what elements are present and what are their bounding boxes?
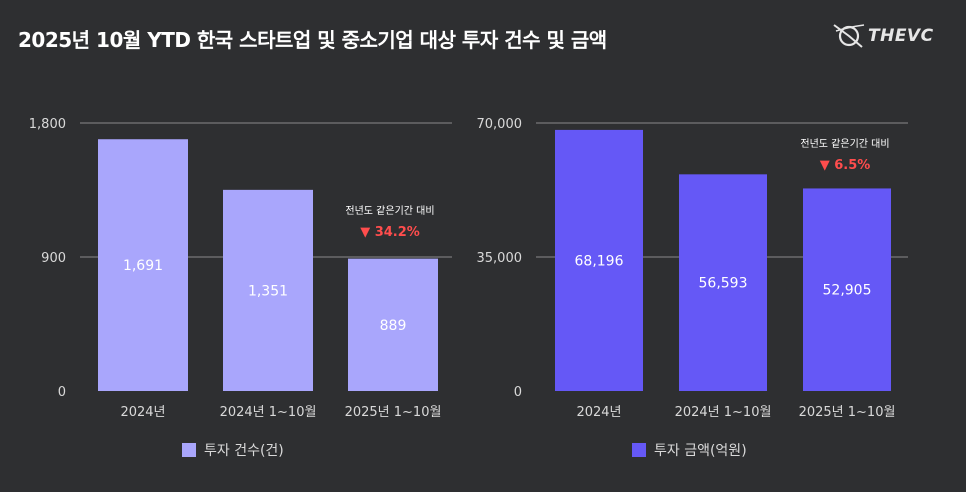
bar [98, 139, 188, 391]
bar-value-label: 68,196 [575, 253, 624, 269]
annotation-label: 전년도 같은기간 대비 [345, 205, 434, 217]
bar [679, 174, 767, 391]
legend-investment-amount: 투자 금액(억원) [632, 440, 747, 460]
bar-value-label: 1,691 [123, 258, 163, 274]
bar-value-label: 56,593 [699, 276, 748, 292]
chart-investment-count: 0 900 1,800 1,691 2024년 1,351 2024년 1~10월 889 20… [29, 117, 452, 420]
legend-label: 투자 건수(건) [204, 443, 284, 459]
bar-value-label: 52,905 [823, 283, 872, 299]
thevc-logo-icon [833, 24, 865, 48]
page-title: 2025년 10월 YTD 한국 스타트업 및 중소기업 대상 투자 건수 및 … [18, 28, 607, 52]
y-tick-label: 0 [58, 385, 66, 400]
y-tick-label: 35,000 [477, 251, 523, 266]
brand-name: THEVC [868, 26, 934, 46]
thevc-logo: THEVC [832, 20, 954, 52]
bar [555, 129, 643, 391]
x-tick-label: 2025년 1~10월 [799, 405, 896, 420]
legend-label: 투자 금액(억원) [654, 443, 747, 459]
legend-investment-count: 투자 건수(건) [182, 440, 284, 460]
bar [803, 188, 891, 391]
legend-swatch [182, 443, 196, 457]
y-tick-label: 900 [41, 251, 66, 266]
x-tick-label: 2024년 [120, 405, 165, 420]
legend-swatch [632, 443, 646, 457]
annotation-change-value: ▼ 6.5% [820, 158, 871, 173]
x-tick-label: 2024년 1~10월 [220, 405, 317, 420]
bar [348, 258, 438, 391]
bar-value-label: 889 [380, 318, 407, 334]
y-tick-label: 1,800 [29, 117, 66, 132]
x-tick-label: 2024년 [576, 405, 621, 420]
chart-investment-amount: 0 35,000 70,000 68,196 2024년 56,593 2024년 1~10… [477, 117, 908, 420]
x-tick-label: 2025년 1~10월 [345, 405, 442, 420]
bar-value-label: 1,351 [248, 283, 288, 299]
annotation-label: 전년도 같은기간 대비 [800, 138, 889, 150]
y-tick-label: 70,000 [477, 117, 523, 132]
bar [223, 189, 313, 391]
annotation-change-value: ▼ 34.2% [360, 225, 420, 240]
x-tick-label: 2024년 1~10월 [675, 405, 772, 420]
y-tick-label: 0 [514, 385, 522, 400]
